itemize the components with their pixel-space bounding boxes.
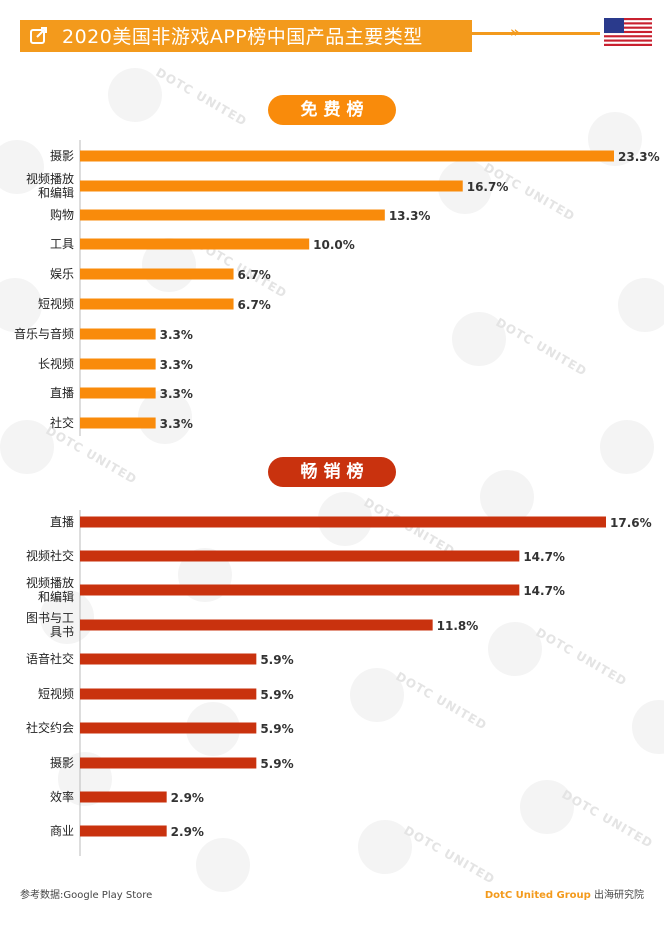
watermark-logo (196, 838, 250, 892)
category-label: 视频社交 (26, 548, 74, 563)
value-label: 5.9% (260, 688, 293, 702)
value-label: 11.8% (437, 619, 479, 633)
watermark-logo (480, 470, 534, 524)
category-label: 短视频 (38, 686, 74, 701)
watermark-logo (350, 668, 404, 722)
category-label: 社交约会 (26, 720, 74, 735)
category-label: 工具 (50, 237, 74, 251)
watermark-logo (0, 420, 54, 474)
value-label: 2.9% (171, 791, 204, 805)
bar (80, 825, 167, 837)
watermark-logo (618, 278, 664, 332)
category-label: 音乐与音频 (14, 326, 74, 341)
bar (80, 268, 234, 280)
category-label: 娱乐 (50, 267, 74, 281)
bar (80, 180, 463, 192)
watermark-logo (600, 420, 654, 474)
bar (80, 619, 433, 631)
category-label: 摄影 (50, 148, 74, 163)
bar (80, 238, 310, 250)
watermark-logo (0, 278, 42, 332)
watermark-text: DOTC UNITED (153, 65, 250, 129)
bar (80, 584, 520, 596)
grossing-chart-title: 畅销榜 (268, 457, 396, 487)
category-label: 和编辑 (38, 589, 74, 604)
bar (80, 417, 156, 429)
value-label: 5.9% (260, 757, 293, 771)
category-label: 直播 (50, 386, 74, 400)
value-label: 3.3% (160, 358, 193, 372)
bar (80, 688, 257, 700)
bar (80, 209, 385, 221)
watermark-logo (40, 590, 94, 644)
value-label: 3.3% (160, 387, 193, 401)
bar (80, 298, 234, 310)
page-title: 2020美国非游戏APP榜中国产品主要类型 (62, 26, 423, 48)
watermark-logo (138, 390, 192, 444)
category-label: 图书与工 (26, 611, 74, 625)
category-label: 直播 (50, 515, 74, 529)
value-label: 3.3% (160, 417, 193, 431)
free-chart-title-text: 免费榜 (300, 100, 370, 120)
value-label: 14.7% (523, 550, 565, 564)
value-label: 14.7% (523, 584, 565, 598)
category-label: 效率 (50, 789, 74, 804)
bar (80, 516, 606, 528)
page-header: 2020美国非游戏APP榜中国产品主要类型 » (0, 0, 664, 72)
value-label: 17.6% (610, 516, 652, 530)
bar (80, 722, 257, 734)
category-label: 和编辑 (38, 185, 74, 200)
category-label: 视频播放 (26, 171, 74, 186)
bar (80, 791, 167, 803)
chevron-right-icon: » (510, 23, 520, 41)
bar (80, 550, 520, 562)
value-label: 3.3% (160, 328, 193, 342)
category-label: 商业 (50, 823, 74, 838)
category-label: 具书 (50, 625, 74, 639)
value-label: 2.9% (171, 825, 204, 839)
value-label: 23.3% (618, 150, 660, 164)
watermark-logo (452, 312, 506, 366)
footer-credit: DotC United Group 出海研究院 (485, 886, 644, 901)
bar (80, 358, 156, 370)
category-label: 摄影 (50, 755, 74, 770)
watermark-logo (520, 780, 574, 834)
brand-suffix: 出海研究院 (590, 890, 644, 901)
bar (80, 328, 156, 340)
header-title-box: 2020美国非游戏APP榜中国产品主要类型 (20, 20, 472, 52)
value-label: 6.7% (238, 298, 271, 312)
category-label: 视频播放 (26, 575, 74, 590)
watermark-logo (108, 68, 162, 122)
value-label: 5.9% (260, 722, 293, 736)
watermark-logo (0, 140, 44, 194)
value-label: 6.7% (238, 268, 271, 282)
category-label: 长视频 (38, 356, 74, 371)
category-label: 购物 (50, 207, 74, 222)
grossing-chart-title-text: 畅销榜 (300, 462, 370, 482)
bar (80, 757, 257, 769)
bar (80, 653, 257, 665)
watermark-logo (358, 820, 412, 874)
brand-name: DotC United Group (484, 890, 591, 901)
external-link-icon (30, 27, 47, 44)
value-label: 5.9% (260, 653, 293, 667)
category-label: 社交 (50, 415, 74, 430)
value-label: 10.0% (313, 238, 355, 252)
category-label: 语音社交 (26, 651, 74, 666)
data-source: 参考数据:Google Play Store (20, 890, 153, 901)
watermark-logo (488, 622, 542, 676)
category-label: 短视频 (38, 296, 74, 311)
us-flag-icon (604, 18, 652, 46)
value-label: 13.3% (389, 209, 431, 223)
bar (80, 387, 156, 399)
value-label: 16.7% (467, 180, 509, 194)
bar (80, 150, 614, 162)
free-chart-title: 免费榜 (268, 95, 396, 125)
